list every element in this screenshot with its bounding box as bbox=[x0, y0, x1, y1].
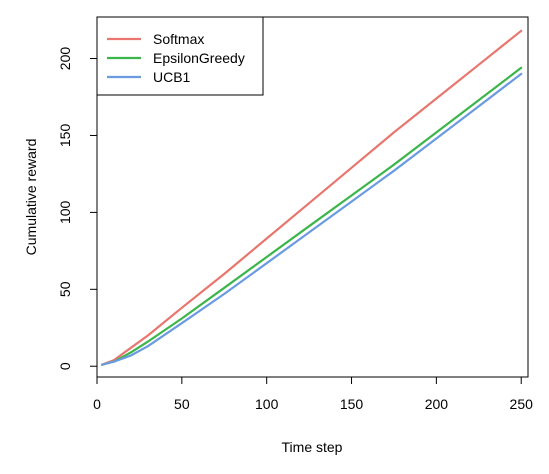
series-layer bbox=[100, 29, 523, 366]
y-tick-label: 50 bbox=[57, 281, 73, 297]
y-tick-label: 150 bbox=[57, 124, 73, 148]
legend-label-softmax: Softmax bbox=[153, 31, 204, 47]
series-line-epsilongreedy bbox=[100, 66, 523, 366]
legend: Softmax EpsilonGreedy UCB1 bbox=[96, 16, 264, 96]
x-tick-label: 150 bbox=[340, 396, 364, 412]
x-axis: 0 50 100 150 200 250 bbox=[93, 376, 534, 412]
legend-box bbox=[96, 16, 264, 96]
x-tick-label: 0 bbox=[93, 396, 101, 412]
y-tick-label: 100 bbox=[57, 200, 73, 224]
y-axis: 0 50 100 150 200 bbox=[57, 47, 98, 370]
x-tick-label: 100 bbox=[255, 396, 279, 412]
y-tick-label: 200 bbox=[57, 47, 73, 71]
x-tick-label: 50 bbox=[174, 396, 190, 412]
y-axis-label: Cumulative reward bbox=[23, 139, 39, 256]
series-line-softmax bbox=[100, 29, 523, 366]
x-axis-label: Time step bbox=[282, 439, 343, 455]
x-tick-label: 200 bbox=[425, 396, 449, 412]
x-tick-label: 250 bbox=[510, 396, 534, 412]
legend-label-epsilongreedy: EpsilonGreedy bbox=[153, 50, 245, 66]
series-line-ucb1 bbox=[100, 72, 523, 366]
legend-label-ucb1: UCB1 bbox=[153, 69, 191, 85]
y-tick-label: 0 bbox=[57, 362, 73, 370]
